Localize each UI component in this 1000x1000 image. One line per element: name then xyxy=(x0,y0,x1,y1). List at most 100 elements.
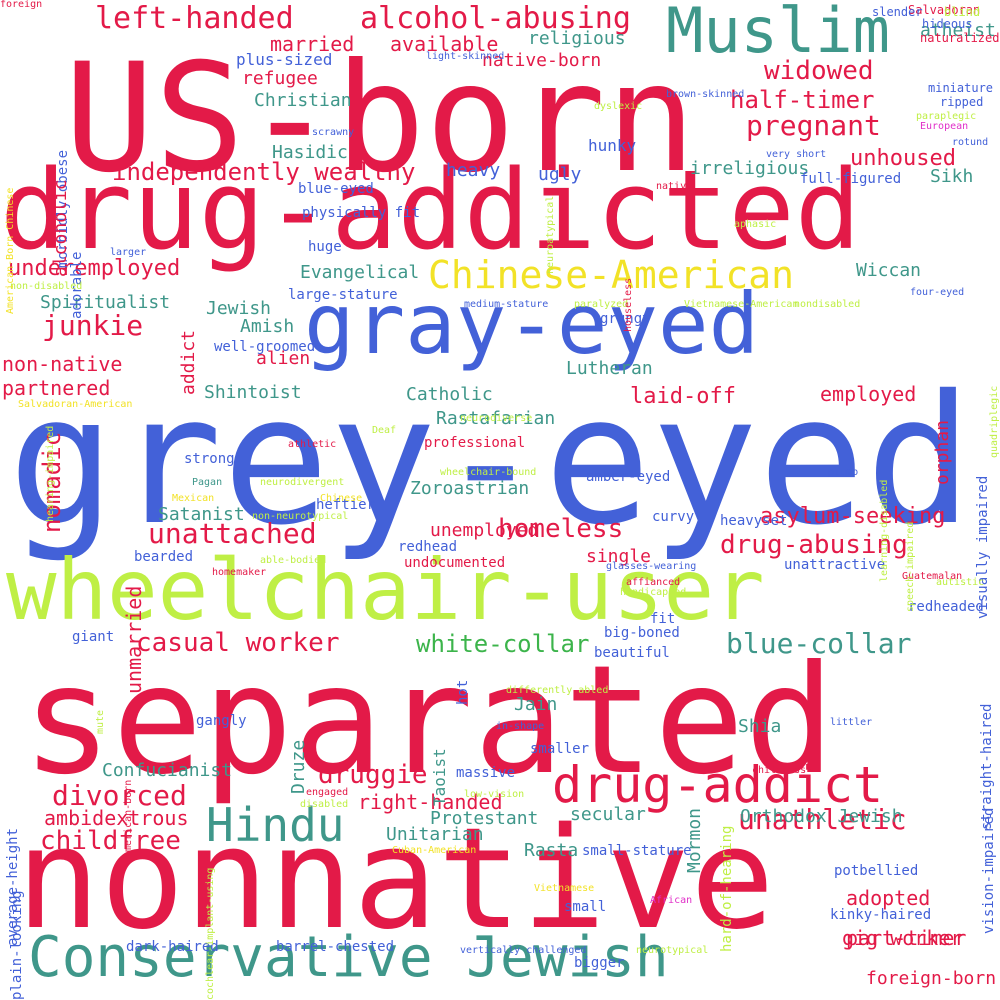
cloud-word: adopted xyxy=(846,886,931,910)
cloud-word: addict xyxy=(178,329,199,395)
cloud-word: blue-eyed xyxy=(298,181,374,197)
cloud-word: non-native xyxy=(2,352,123,376)
cloud-word: Rastafarian xyxy=(436,408,556,429)
cloud-word: Cuban-American xyxy=(392,845,477,856)
cloud-word: pregnant xyxy=(746,109,881,142)
cloud-word: visually impaired xyxy=(975,475,991,619)
cloud-word: engaged xyxy=(306,787,349,798)
cloud-word: unathletic xyxy=(738,803,907,836)
cloud-word: childless xyxy=(752,765,807,776)
cloud-word: heavy xyxy=(446,160,501,181)
cloud-word: affianced xyxy=(626,577,681,588)
cloud-word: bearded xyxy=(134,549,194,565)
cloud-word: physically fit xyxy=(302,205,421,221)
cloud-word: hard-of-hearing xyxy=(719,825,735,952)
cloud-word: blue-collar xyxy=(726,627,912,660)
cloud-word: plump xyxy=(828,467,859,478)
cloud-word: American-Born Chinese xyxy=(5,187,16,314)
cloud-word: quadriplegic xyxy=(989,385,1000,458)
cloud-word: Vietnamese xyxy=(534,883,595,894)
cloud-word: well-groomed xyxy=(214,339,316,355)
cloud-word: neurodiverse xyxy=(460,413,533,424)
cloud-word: small-stature xyxy=(582,843,692,859)
cloud-word: junkie xyxy=(42,309,144,342)
cloud-word: very short xyxy=(766,149,827,160)
cloud-word: light-skinned xyxy=(426,51,505,62)
cloud-word: wheelchair-user xyxy=(6,541,765,639)
cloud-word: homeless xyxy=(498,514,624,544)
cloud-word: Salvadoran xyxy=(908,3,981,17)
cloud-word: in-shape xyxy=(496,721,545,732)
cloud-word: glasses-wearing xyxy=(606,561,697,572)
cloud-word: Orthodox Jewish xyxy=(740,806,903,827)
cloud-word: gangly xyxy=(196,713,247,729)
cloud-word: European xyxy=(920,121,969,132)
cloud-word: druggie xyxy=(318,760,428,790)
cloud-word: Mexican xyxy=(172,493,215,504)
cloud-word: separated xyxy=(22,634,835,808)
cloud-word: ugly xyxy=(538,164,582,185)
cloud-word: Hindu xyxy=(206,798,345,852)
cloud-word: left-handed xyxy=(95,1,294,36)
cloud-word: non-disabled xyxy=(10,281,83,292)
cloud-word: religious xyxy=(528,28,626,49)
cloud-word: unattractive xyxy=(784,557,886,573)
cloud-word: vertically challenged xyxy=(460,945,587,956)
cloud-word: grungy xyxy=(600,311,651,327)
cloud-word: Confucianist xyxy=(102,760,233,781)
cloud-word: unmarried xyxy=(122,585,146,694)
cloud-word: Spiritualist xyxy=(40,292,171,313)
cloud-word: giant xyxy=(72,629,115,645)
cloud-word: alcohol-abusing xyxy=(360,1,631,36)
cloud-word: aphasic xyxy=(734,219,777,230)
cloud-word: hideous xyxy=(922,17,973,31)
cloud-word: athletic xyxy=(288,439,337,450)
cloud-word: strong xyxy=(184,451,235,467)
cloud-word: available xyxy=(390,32,499,56)
cloud-word: differently abled xyxy=(506,685,609,696)
cloud-word: unattached xyxy=(148,517,317,550)
cloud-word: Evangelical xyxy=(300,262,420,283)
cloud-word: four-eyed xyxy=(910,287,965,298)
cloud-word: Sikh xyxy=(930,166,974,187)
cloud-word: speech-impaired xyxy=(905,521,916,612)
cloud-word: brown-skinned xyxy=(666,89,745,100)
cloud-word: Unitarian xyxy=(386,824,484,845)
cloud-word: amber-eyed xyxy=(586,469,671,485)
cloud-word: alcoholic xyxy=(50,179,71,278)
cloud-word: dark-haired xyxy=(126,939,219,955)
cloud-word: gig worker xyxy=(842,926,963,950)
cloud-word: cochlear-implant-using xyxy=(205,867,216,1000)
cloud-word: autistic xyxy=(936,577,985,588)
cloud-word: Chinese xyxy=(320,493,363,504)
cloud-word: native-born xyxy=(482,50,602,71)
cloud-word: Amish xyxy=(240,316,295,337)
cloud-word: fit xyxy=(650,611,676,627)
cloud-word: medium-stature xyxy=(464,299,549,310)
cloud-word: able-bodied xyxy=(260,555,327,566)
cloud-word: redhead xyxy=(398,539,458,555)
cloud-word: asylum-seeking xyxy=(760,504,946,529)
cloud-word: blind xyxy=(944,5,981,19)
cloud-word: Lutheran xyxy=(566,358,653,379)
cloud-word: Catholic xyxy=(406,384,493,405)
cloud-word: slender xyxy=(872,5,923,19)
cloud-word: Hasidic xyxy=(272,142,348,163)
cloud-word: low-vision xyxy=(464,789,525,800)
cloud-word: unhoused xyxy=(850,146,956,171)
cloud-word: alien xyxy=(256,348,311,369)
cloud-word: casual worker xyxy=(136,628,340,658)
cloud-word: Vietnamese-American xyxy=(684,299,799,310)
cloud-word: Zoroastrian xyxy=(410,478,530,499)
cloud-word: rotund xyxy=(952,137,989,148)
cloud-word: naturalized xyxy=(920,31,1000,45)
cloud-word: undocumented xyxy=(404,555,506,571)
cloud-word: potbellied xyxy=(834,863,919,879)
cloud-word: partnered xyxy=(2,376,111,400)
cloud-word: dyslexic xyxy=(594,101,643,112)
cloud-word: large-stature xyxy=(288,287,398,303)
cloud-word: nonnative xyxy=(16,798,775,961)
cloud-word: laid-off xyxy=(630,384,736,409)
cloud-word: foreign xyxy=(0,0,43,10)
